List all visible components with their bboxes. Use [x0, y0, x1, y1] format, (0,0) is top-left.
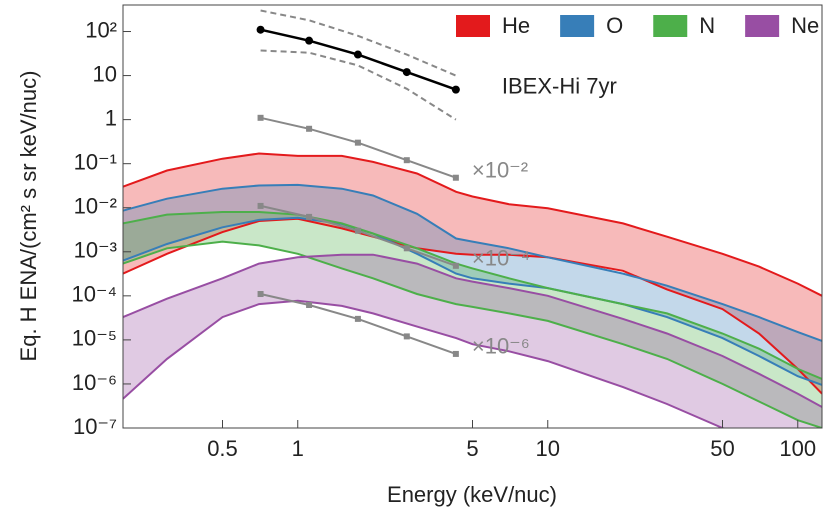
ibex-point	[402, 68, 411, 77]
x-tick-label: 50	[710, 436, 734, 461]
y-tick-label: 10	[93, 61, 117, 86]
ibex-point	[256, 25, 265, 34]
y-tick-label: 10⁻¹	[74, 149, 117, 174]
ibex-point	[353, 50, 362, 59]
band-edge	[123, 299, 726, 428]
x-tick-label: 100	[779, 436, 816, 461]
scaled-label: ×10⁻⁶	[472, 334, 530, 359]
y-tick-label: 1	[105, 105, 117, 130]
scaled-label: ×10⁻²	[472, 158, 528, 183]
scaled-point	[403, 157, 410, 164]
legend-label: Ne	[791, 13, 819, 38]
scaled-point	[354, 139, 361, 146]
scaled-point	[306, 125, 313, 132]
ibex-point	[451, 85, 460, 94]
y-tick-label: 10⁻⁵	[72, 326, 117, 351]
scaled-point	[257, 114, 264, 121]
scaled-point	[354, 227, 361, 234]
ibex-line	[260, 28, 457, 91]
y-axis-label: Eq. H ENA/(cm² s sr keV/nuc)	[16, 71, 41, 362]
x-tick-label: 5	[466, 436, 478, 461]
band-edge	[123, 253, 822, 408]
y-tick-label: 10⁻²	[74, 194, 117, 219]
x-tick-label: 0.5	[207, 436, 238, 461]
x-tick-label: 1	[292, 436, 304, 461]
y-tick-label: 10⁻⁷	[73, 414, 117, 439]
scaled-point	[403, 333, 410, 340]
x-axis-label: Energy (keV/nuc)	[387, 482, 557, 507]
legend-label: O	[606, 13, 623, 38]
y-tick-label: 10²	[85, 17, 117, 42]
y-tick-label: 10⁻⁶	[72, 370, 117, 395]
ibex-label: IBEX-Hi 7yr	[502, 73, 617, 98]
legend-swatch	[456, 15, 490, 37]
scaled-point	[403, 245, 410, 252]
y-tick-label: 10⁻³	[74, 238, 117, 263]
scaled-point	[257, 202, 264, 209]
band-edge	[123, 240, 822, 428]
band-edge	[123, 183, 822, 342]
scaled-point	[306, 301, 313, 308]
plot-area	[123, 9, 822, 428]
legend-swatch	[560, 15, 595, 37]
legend-swatch	[653, 15, 688, 37]
band-edge	[123, 216, 822, 386]
legend-swatch	[745, 15, 780, 37]
scaled-point	[306, 213, 313, 220]
band-edge	[123, 217, 822, 395]
scaled-point	[452, 262, 459, 269]
band-area	[123, 184, 822, 385]
scaled-point	[354, 315, 361, 322]
band-area	[123, 212, 822, 428]
x-tick-label: 10	[536, 436, 560, 461]
y-tick-label: 10⁻⁴	[71, 282, 117, 307]
scaled-point	[257, 291, 264, 298]
legend-label: N	[699, 13, 715, 38]
ibex-range	[260, 9, 457, 77]
legend-label: He	[502, 13, 530, 38]
ibex-range	[260, 49, 457, 121]
band-edge	[123, 211, 822, 380]
scaled-point	[452, 174, 459, 181]
band-edge	[123, 152, 822, 297]
scaled-label: ×10⁻⁴	[472, 246, 530, 271]
ibex-point	[305, 36, 314, 45]
scaled-point	[452, 350, 459, 357]
band-area	[123, 254, 822, 428]
